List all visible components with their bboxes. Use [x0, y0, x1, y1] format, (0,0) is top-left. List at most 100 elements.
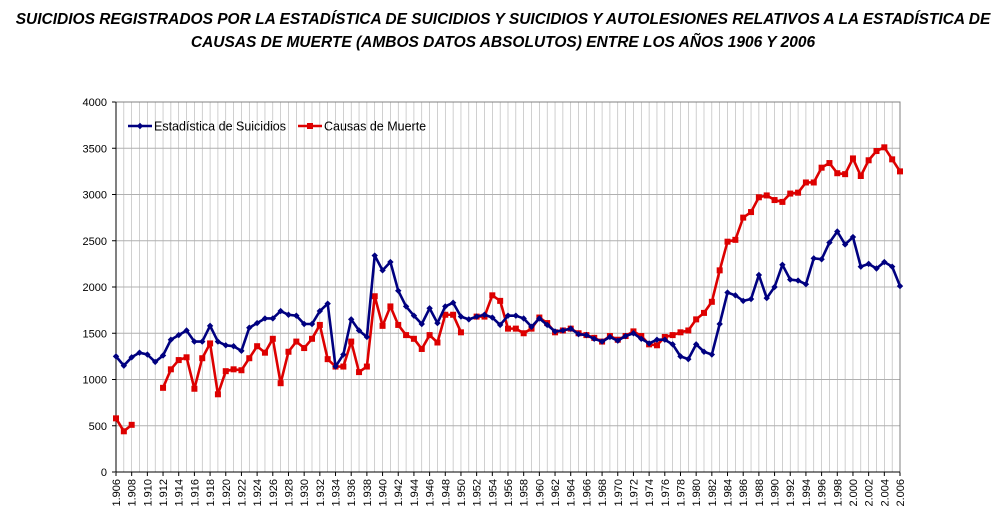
legend-label: Causas de Muerte: [324, 120, 426, 134]
causas-de-muerte-point: [755, 194, 762, 201]
causas-de-muerte-point: [191, 385, 198, 392]
causas-de-muerte-point: [363, 363, 370, 370]
estadistica-de-suicidios-point: [857, 263, 864, 270]
causas-de-muerte-point: [442, 311, 449, 318]
y-tick-label: 4000: [83, 97, 107, 109]
estadistica-de-suicidios-point: [199, 338, 206, 345]
causas-de-muerte-point: [418, 345, 425, 352]
causas-de-muerte-point: [340, 363, 347, 370]
causas-de-muerte-point: [748, 209, 755, 216]
causas-de-muerte-point: [669, 332, 676, 339]
estadistica-de-suicidios-point: [755, 271, 763, 279]
series-group: [112, 144, 904, 435]
series-estadistica-de-suicidios: [112, 228, 904, 370]
x-tick-label: 1.922: [236, 479, 248, 507]
causas-de-muerte-point: [897, 168, 903, 175]
estadistica-de-suicidios-point: [724, 289, 731, 296]
causas-de-muerte-point: [230, 366, 237, 373]
causas-de-muerte-point: [387, 303, 394, 310]
causas-de-muerte-point: [693, 316, 700, 323]
x-tick-label: 1.962: [550, 479, 562, 507]
estadistica-de-suicidios-point: [316, 307, 324, 315]
estadistica-de-suicidios-point: [426, 305, 433, 312]
causas-de-muerte-point: [489, 292, 496, 299]
causas-de-muerte-point: [818, 164, 825, 171]
legend-item: Causas de Muerte: [298, 120, 426, 134]
estadistica-de-suicidios-point: [449, 299, 457, 306]
estadistica-de-suicidios-point: [128, 354, 135, 361]
x-tick-label: 1.956: [503, 479, 515, 507]
estadistica-de-suicidios-point: [504, 312, 512, 319]
estadistica-de-suicidios-point: [340, 351, 347, 358]
causas-de-muerte-point: [795, 189, 802, 196]
x-tick-label: 1.914: [174, 479, 186, 507]
estadistica-de-suicidios-point: [802, 281, 810, 288]
x-tick-label: 1.932: [315, 479, 327, 507]
causas-de-muerte-point: [222, 368, 229, 375]
estadistica-de-suicidios-point: [183, 327, 190, 334]
estadistica-de-suicidios-point: [873, 265, 880, 272]
estadistica-de-suicidios-point: [763, 294, 770, 302]
x-tick-label: 1.976: [660, 479, 672, 507]
x-tick-label: 1.918: [205, 479, 217, 507]
estadistica-de-suicidios-point: [473, 313, 480, 320]
estadistica-de-suicidios-point: [206, 322, 214, 330]
x-tick-label: 1.934: [331, 479, 343, 507]
estadistica-de-suicidios-point: [230, 343, 237, 350]
estadistica-de-suicidios-point: [410, 312, 418, 319]
causas-de-muerte-point: [199, 355, 206, 362]
causas-de-muerte-point: [238, 367, 245, 374]
causas-de-muerte-point: [724, 238, 731, 245]
x-tick-label: 2.004: [879, 479, 891, 507]
x-tick-label: 1.994: [801, 479, 813, 507]
causas-de-muerte-point: [285, 348, 292, 355]
estadistica-de-suicidios-point: [277, 307, 284, 315]
x-tick-label: 1.938: [362, 479, 374, 507]
estadistica-de-suicidios-point: [638, 335, 645, 342]
estadistica-de-suicidios-point: [269, 315, 276, 322]
causas-de-muerte-point: [653, 342, 660, 349]
estadistica-de-suicidios-point: [120, 362, 128, 369]
causas-de-muerte-point: [316, 321, 323, 328]
causas-de-muerte-point: [175, 357, 182, 364]
estadistica-de-suicidios-point: [371, 252, 378, 259]
estadistica-de-suicidios-point: [551, 328, 559, 335]
y-tick-label: 3500: [83, 143, 107, 155]
x-tick-label: 1.968: [597, 479, 609, 507]
estadistica-de-suicidios-point: [348, 316, 355, 323]
x-tick-label: 1.912: [158, 479, 170, 507]
estadistica-de-suicidios-point: [300, 320, 308, 328]
estadistica-de-suicidios-point: [661, 336, 668, 343]
causas-de-muerte-point: [708, 298, 715, 305]
x-tick-label: 1.966: [581, 479, 593, 507]
estadistica-de-suicidios-point: [363, 333, 371, 341]
estadistica-de-suicidios-point: [253, 319, 261, 327]
estadistica-de-suicidios-point: [794, 277, 802, 284]
causas-de-muerte-point: [716, 267, 723, 274]
causas-de-muerte-point: [214, 391, 221, 398]
causas-de-muerte-point: [873, 148, 880, 155]
causas-de-muerte-point: [889, 156, 896, 163]
estadistica-de-suicidios-point: [214, 338, 222, 345]
estadistica-de-suicidios-point: [622, 332, 629, 340]
x-tick-label: 2.000: [848, 479, 860, 507]
causas-de-muerte-point: [269, 335, 276, 342]
causas-de-muerte-point: [277, 380, 284, 387]
causas-de-muerte-point: [160, 384, 167, 391]
x-tick-label: 1.960: [534, 479, 546, 507]
axes: [112, 101, 901, 476]
gridlines: [115, 101, 901, 472]
x-tick-label: 1.984: [723, 479, 735, 507]
estadistica-de-suicidios-point: [528, 323, 535, 330]
estadistica-de-suicidios-point: [387, 258, 394, 266]
chart-title: SUICIDIOS REGISTRADOS POR LA ESTADÍSTICA…: [0, 8, 1006, 54]
x-tick-label: 1.954: [487, 479, 499, 507]
x-tick-label: 1.924: [252, 479, 264, 507]
y-tick-label: 2000: [83, 282, 107, 294]
estadistica-de-suicidios-point: [732, 292, 739, 299]
causas-de-muerte-point: [261, 349, 268, 356]
causas-de-muerte-point: [779, 198, 786, 205]
causas-de-muerte-point: [395, 321, 402, 328]
causas-de-muerte-point: [810, 179, 817, 186]
estadistica-de-suicidios-point: [841, 241, 849, 248]
